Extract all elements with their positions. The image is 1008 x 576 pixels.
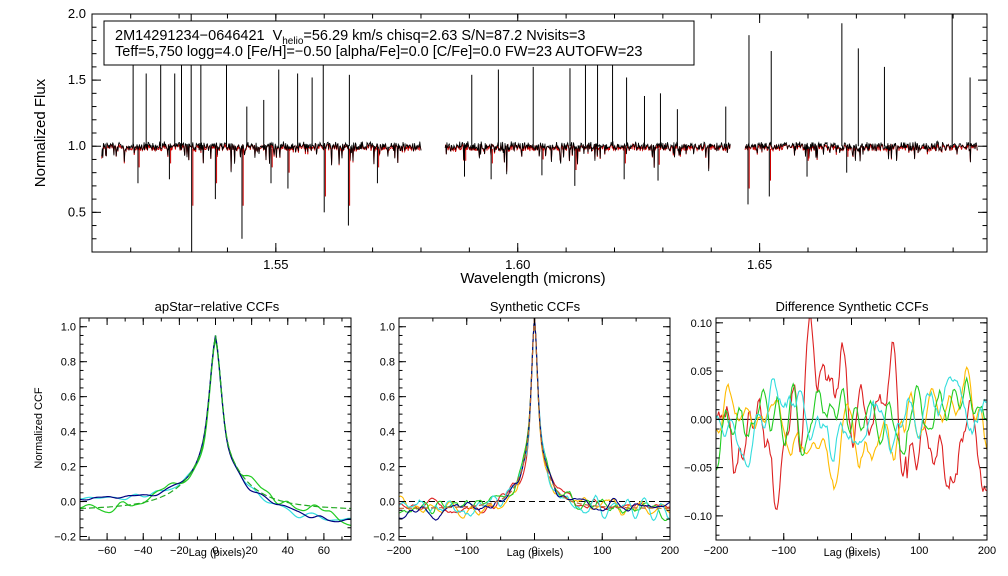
x-tick-label: −200 xyxy=(387,545,412,557)
difference-ccf-title: Difference Synthetic CCFs xyxy=(776,299,929,314)
difference-ccf-plot-area xyxy=(716,318,987,511)
x-tick-label: 0 xyxy=(531,545,537,557)
y-tick-label: 0.6 xyxy=(380,392,395,404)
y-tick-label: 0.4 xyxy=(380,427,395,439)
y-tick-label: 0.2 xyxy=(380,462,395,474)
x-tick-label: −60 xyxy=(98,545,117,557)
combined-ccf-line xyxy=(399,318,670,521)
spectrum-axes: 1.55 1.60 1.65 0.5 1.0 1.5 2.0 xyxy=(68,6,987,272)
y-tick-label: 0.8 xyxy=(380,357,395,369)
y-tick-label: 2.0 xyxy=(68,6,86,21)
spectrum-y-axis-title: Normalized Flux xyxy=(32,78,49,187)
x-tick-label: 100 xyxy=(910,545,928,557)
y-tick-label: 1.0 xyxy=(380,322,395,334)
y-tick-label: 0.0 xyxy=(380,497,395,509)
synthetic-ccf-panel: Synthetic CCFs −200 −100 0 100 200 −0.2 0.0 0.2… xyxy=(373,299,679,559)
y-tick-label: −0.10 xyxy=(684,511,712,523)
spectrum-annotation: 2M14291234−0646421 Vhelio=56.29 km/s chis… xyxy=(103,20,695,66)
x-tick-label: 200 xyxy=(661,545,679,557)
y-tick-label: 0.05 xyxy=(691,366,712,378)
y-tick-label: −0.05 xyxy=(684,463,712,475)
star-id: 2M14291234−0646421 xyxy=(115,28,265,44)
visit-4-difference-line xyxy=(716,376,987,468)
observed-spectrum-line xyxy=(101,140,422,173)
y-tick-label: 0.8 xyxy=(61,357,76,369)
y-tick-label: 0.0 xyxy=(61,497,76,509)
visit-3-ccf-line xyxy=(399,318,670,522)
spectrum-panel: 1.55 1.60 1.65 0.5 1.0 1.5 2.0 2M14291234−0646… xyxy=(32,6,988,287)
x-tick-label: 20 xyxy=(246,545,258,557)
y-tick-label: 0.10 xyxy=(691,318,712,330)
y-tick-label: 0.00 xyxy=(691,414,712,426)
x-tick-label: 0 xyxy=(848,545,854,557)
synthetic-ccf-title: Synthetic CCFs xyxy=(490,299,581,314)
apstar-ccf-axes: −60 −40 −20 0 20 40 60 −0.2 0.0 0.2 0.4 0.6 0.8 1.0 xyxy=(54,317,351,557)
x-tick-label: −40 xyxy=(134,545,153,557)
y-tick-label: 1.0 xyxy=(68,138,86,153)
y-tick-label: 1.0 xyxy=(61,322,76,334)
vhelio-symbol: V xyxy=(273,28,283,44)
apstar-ccf-y-axis-title: Normalized CCF xyxy=(33,387,45,469)
apstar-ccf-plot-area xyxy=(80,335,351,527)
observed-spectrum-line xyxy=(444,141,731,175)
synthetic-ccf-plot-area xyxy=(399,318,670,522)
observed-spectrum-line xyxy=(744,140,978,163)
annotation-line-2: Teff=5,750 logg=4.0 [Fe/H]=−0.50 [alpha/… xyxy=(115,44,642,60)
difference-ccf-axes: −200 −100 0 100 200 −0.10 −0.05 0.00 0.05 0.10 xyxy=(684,318,996,557)
y-tick-label: 1.5 xyxy=(68,72,86,87)
x-tick-label: −20 xyxy=(170,545,189,557)
x-tick-label: −200 xyxy=(704,545,729,557)
x-tick-label: −100 xyxy=(454,545,479,557)
x-tick-label: 1.60 xyxy=(505,257,530,272)
x-tick-label: 60 xyxy=(318,545,330,557)
x-tick-label: 1.55 xyxy=(263,257,288,272)
synthetic-ccf-x-axis-title: Lag (pixels) xyxy=(507,547,564,559)
synthetic-ccf-axes: −200 −100 0 100 200 −0.2 0.0 0.2 0.4 0.6 0.8 1.0 xyxy=(373,317,679,557)
x-tick-label: 200 xyxy=(978,545,996,557)
spectrum-plot-area xyxy=(101,14,978,252)
visit-4-ccf-line xyxy=(399,318,670,522)
y-tick-label: 0.5 xyxy=(68,204,86,219)
x-tick-label: −100 xyxy=(771,545,796,557)
y-tick-label: 0.4 xyxy=(61,427,76,439)
x-tick-label: 100 xyxy=(593,545,611,557)
difference-ccf-panel: Difference Synthetic CCFs −200 −100 0 100 20… xyxy=(684,299,996,559)
apstar-ccf-panel: apStar−relative CCFs −60 −40 −20 0 20 40 60 −0.… xyxy=(33,299,352,559)
spectrum-x-axis-title: Wavelength (microns) xyxy=(460,270,605,287)
x-tick-label: 1.65 xyxy=(747,257,772,272)
difference-ccf-x-axis-title: Lag (pixels) xyxy=(824,547,881,559)
y-tick-label: 0.6 xyxy=(61,392,76,404)
annotation-line-1-values: =56.29 km/s chisq=2.63 S/N=87.2 Nvisits=… xyxy=(303,28,585,44)
visit-3-difference-line xyxy=(716,376,987,471)
y-tick-label: −0.2 xyxy=(54,532,76,544)
x-tick-label: 0 xyxy=(212,545,218,557)
apstar-ccf-title: apStar−relative CCFs xyxy=(155,299,280,314)
annotation-box xyxy=(103,20,695,66)
y-tick-label: −0.2 xyxy=(373,532,395,544)
vhelio-subscript: helio xyxy=(282,36,304,47)
annotation-line-1: 2M14291234−0646421 Vhelio=56.29 km/s chis… xyxy=(115,28,586,47)
x-tick-label: 40 xyxy=(282,545,294,557)
apstar-ccf-x-axis-title: Lag (pixels) xyxy=(189,547,246,559)
y-tick-label: 0.2 xyxy=(61,462,76,474)
template-ccf-dashed-line xyxy=(399,318,670,509)
mean-ccf-dashed-line xyxy=(80,335,351,510)
